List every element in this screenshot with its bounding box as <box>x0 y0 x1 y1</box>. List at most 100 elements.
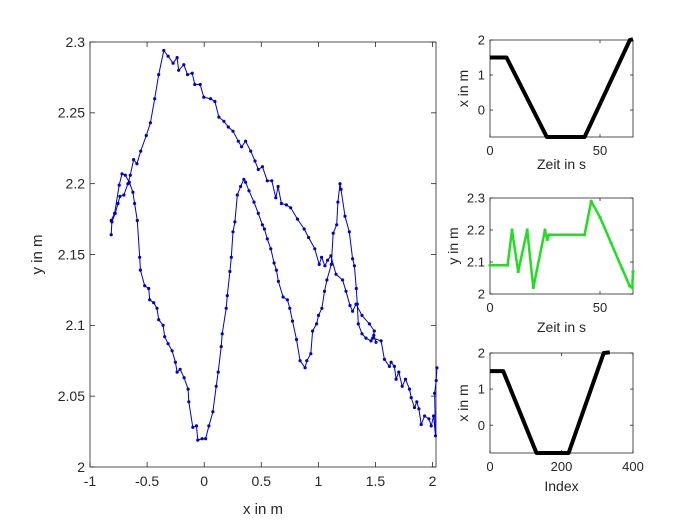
data-point <box>127 180 131 184</box>
data-point <box>190 71 194 75</box>
y-tick-label: 2.2 <box>467 223 485 238</box>
data-point <box>153 97 157 101</box>
data-point <box>400 384 404 388</box>
data-point <box>274 268 278 272</box>
axes-x-index: 0 200 400 0 1 2 Index x in m <box>455 346 644 494</box>
data-point <box>329 262 333 266</box>
x-tick-label: 1.5 <box>366 473 386 489</box>
data-point <box>148 121 152 125</box>
data-point <box>148 298 152 302</box>
data-point <box>249 149 253 153</box>
data-point <box>207 424 211 428</box>
data-point <box>379 339 383 343</box>
data-point <box>228 269 232 274</box>
data-point <box>217 115 221 119</box>
data-point <box>143 284 147 288</box>
data-point <box>274 196 278 200</box>
data-point <box>178 367 182 371</box>
data-point <box>307 235 311 240</box>
data-point <box>138 255 142 259</box>
data-point <box>285 298 289 302</box>
data-point <box>162 48 166 53</box>
data-point <box>116 201 120 206</box>
data-point <box>356 322 360 326</box>
axes-main: -1 -0.5 0 0.5 1 1.5 2 2 2.05 2.1 2.15 2.2 2.25 2.3 x i… <box>29 34 439 518</box>
y-axis-label: y in m <box>445 227 461 264</box>
data-point <box>196 438 200 442</box>
y-tick-label: 2 <box>77 459 85 475</box>
data-point <box>222 119 226 123</box>
data-point <box>387 364 391 368</box>
data-point <box>252 200 256 204</box>
data-point <box>348 303 352 308</box>
data-point <box>367 322 371 326</box>
data-point <box>628 284 632 288</box>
data-point <box>419 422 423 427</box>
data-point <box>303 366 307 370</box>
data-point <box>211 410 215 414</box>
data-point <box>182 63 186 67</box>
data-point <box>305 359 309 363</box>
data-point <box>343 214 347 218</box>
data-point <box>289 206 293 210</box>
data-point <box>397 370 401 374</box>
x-tick-label: 1 <box>314 473 322 489</box>
data-point <box>372 333 376 337</box>
data-point <box>131 190 135 194</box>
data-point <box>216 370 220 374</box>
data-point <box>202 95 206 99</box>
data-point <box>138 268 142 272</box>
data-point <box>355 302 359 306</box>
data-point <box>123 173 127 177</box>
data-point <box>432 414 436 418</box>
data-point <box>225 294 229 298</box>
data-point <box>315 322 319 326</box>
data-point <box>182 376 186 380</box>
data-point <box>311 329 315 333</box>
y-tick-label: 0 <box>478 103 485 118</box>
data-point <box>351 309 355 313</box>
data-point <box>392 364 396 368</box>
data-point <box>239 184 243 189</box>
data-point <box>155 306 159 310</box>
y-tick-label: 2.1 <box>66 317 86 333</box>
data-point <box>233 220 237 224</box>
x-tick-label: 200 <box>551 459 573 474</box>
data-point <box>331 231 335 235</box>
data-point <box>326 258 330 262</box>
y-tick-label: 2.3 <box>66 34 86 50</box>
data-point <box>161 323 165 327</box>
data-point <box>525 228 529 232</box>
data-point <box>313 247 317 251</box>
data-point <box>177 68 181 72</box>
data-point <box>224 306 228 310</box>
data-point <box>194 424 199 428</box>
data-point <box>187 400 191 404</box>
data-point <box>209 97 213 101</box>
data-point <box>516 270 520 274</box>
data-point <box>191 425 195 429</box>
y-tick-label: 2 <box>478 346 485 361</box>
data-point <box>620 266 624 270</box>
x-tick-label: -1 <box>84 473 97 489</box>
data-point <box>132 158 136 162</box>
data-point <box>256 167 260 172</box>
data-point <box>256 211 260 215</box>
data-point <box>545 238 549 242</box>
data-point <box>360 313 364 317</box>
data-point <box>122 193 126 197</box>
data-point <box>175 370 179 374</box>
data-point <box>547 233 551 237</box>
x-tick-label: 0.5 <box>252 473 272 489</box>
data-point <box>295 217 300 221</box>
x-tick-label: 0 <box>200 473 208 489</box>
data-point <box>374 340 378 344</box>
x-tick-label: 0 <box>486 300 493 315</box>
series-line-x <box>490 37 634 139</box>
data-point <box>276 184 280 189</box>
data-point <box>351 257 355 261</box>
data-point <box>170 349 174 353</box>
data-point <box>204 437 208 441</box>
data-point <box>109 233 113 237</box>
